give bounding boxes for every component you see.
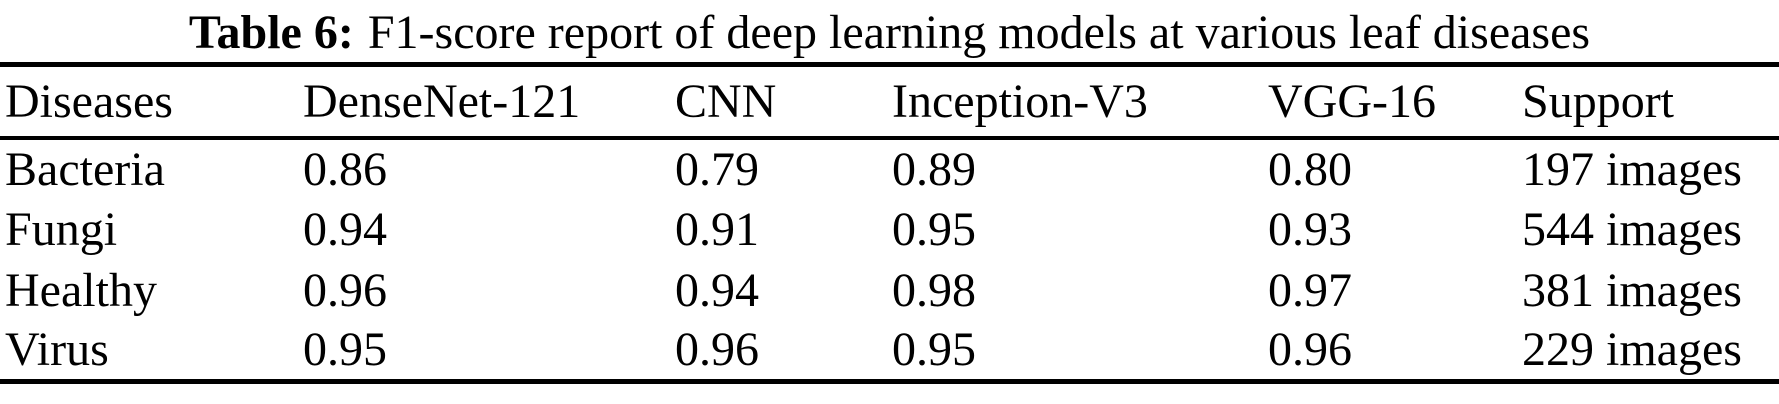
table-row-fungi: Fungi 0.94 0.91 0.95 0.93 544 images <box>0 199 1779 260</box>
support-count: 197 images <box>1522 142 1742 196</box>
densenet-121-score: 0.95 <box>303 323 387 377</box>
vgg-16-score: 0.80 <box>1268 142 1352 196</box>
column-header-densenet-121: DenseNet-121 <box>303 64 675 140</box>
column-header-diseases: Diseases <box>0 64 303 140</box>
table-row-virus: Virus 0.95 0.96 0.95 0.96 229 images <box>0 321 1779 382</box>
column-header-vgg-16: VGG-16 <box>1268 64 1522 140</box>
support-count: 381 images <box>1522 263 1742 317</box>
cnn-score: 0.94 <box>675 263 759 317</box>
support-count: 544 images <box>1522 202 1742 256</box>
f1-score-table: Diseases DenseNet-121 CNN Inception-V3 V… <box>0 62 1779 384</box>
table-caption: Table 6: F1-score report of deep learning… <box>0 0 1779 62</box>
disease-name: Healthy <box>5 263 157 317</box>
table-row-bacteria: Bacteria 0.86 0.79 0.89 0.80 197 images <box>0 138 1779 199</box>
cnn-score: 0.79 <box>675 142 759 196</box>
table-caption-title: F1-score report of deep learning models … <box>367 6 1591 59</box>
disease-name: Bacteria <box>5 142 165 196</box>
vgg-16-score: 0.96 <box>1268 323 1352 377</box>
cnn-score: 0.91 <box>675 202 759 256</box>
inception-v3-score: 0.95 <box>892 202 976 256</box>
disease-name: Virus <box>5 323 109 377</box>
table-row-healthy: Healthy 0.96 0.94 0.98 0.97 381 images <box>0 260 1779 321</box>
column-header-cnn: CNN <box>675 64 892 140</box>
inception-v3-score: 0.95 <box>892 323 976 377</box>
column-header-inception-v3: Inception-V3 <box>892 64 1268 140</box>
densenet-121-score: 0.86 <box>303 142 387 196</box>
densenet-121-score: 0.96 <box>303 263 387 317</box>
support-count: 229 images <box>1522 323 1742 377</box>
column-header-support: Support <box>1522 64 1779 140</box>
table-header-row: Diseases DenseNet-121 CNN Inception-V3 V… <box>0 64 1779 140</box>
densenet-121-score: 0.94 <box>303 202 387 256</box>
table-caption-label: Table 6: <box>188 6 354 59</box>
disease-name: Fungi <box>5 202 118 256</box>
vgg-16-score: 0.97 <box>1268 263 1352 317</box>
inception-v3-score: 0.98 <box>892 263 976 317</box>
inception-v3-score: 0.89 <box>892 142 976 196</box>
cnn-score: 0.96 <box>675 323 759 377</box>
vgg-16-score: 0.93 <box>1268 202 1352 256</box>
